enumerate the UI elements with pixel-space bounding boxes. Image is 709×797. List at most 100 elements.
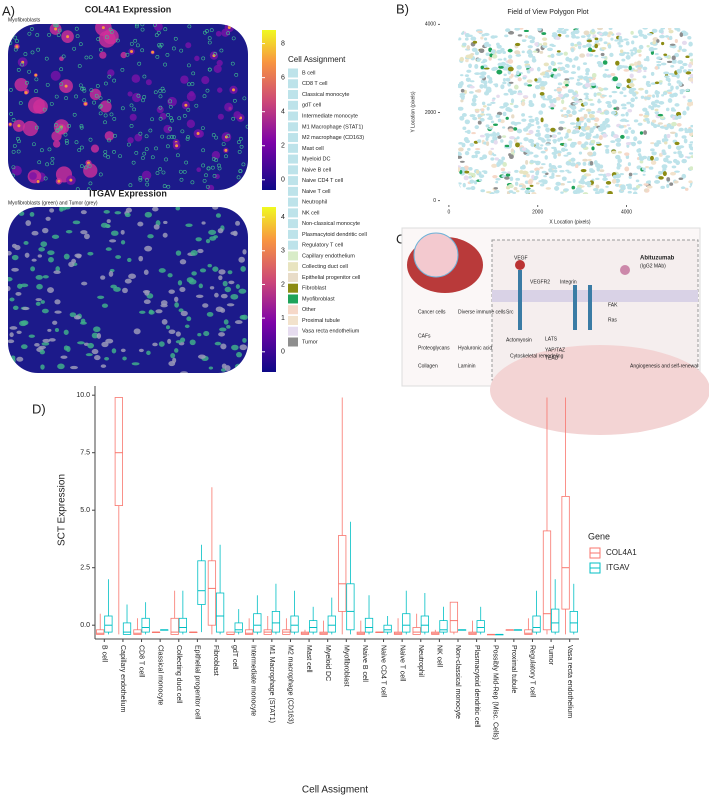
cell [69, 312, 77, 318]
legend-label: Fibroblast [302, 286, 327, 292]
polygon [635, 184, 640, 189]
diagram-label: TEAD [545, 355, 559, 361]
polygon [629, 73, 634, 78]
cell [205, 239, 211, 244]
cell [238, 256, 245, 263]
polygon [555, 174, 561, 177]
polygon [544, 133, 551, 139]
polygon [540, 144, 544, 147]
polygon [514, 169, 519, 173]
cell [83, 165, 88, 170]
cell [113, 133, 117, 138]
y-tick-label: 0 [433, 198, 436, 204]
y-axis-label: SCT Expression [57, 474, 68, 546]
polygon [535, 129, 540, 133]
polygon [656, 56, 662, 60]
cell [178, 169, 183, 174]
cell [202, 303, 209, 308]
polygon [539, 50, 544, 54]
cell [160, 134, 165, 139]
polygon [570, 157, 576, 162]
cell [109, 239, 117, 243]
blob [107, 69, 115, 77]
cell [108, 270, 114, 277]
blob [14, 78, 28, 92]
cell [120, 68, 125, 72]
polygon [591, 72, 597, 78]
cell [30, 50, 35, 55]
cell [74, 140, 79, 145]
cell [93, 326, 101, 333]
polygon [678, 129, 683, 132]
polygon [535, 142, 540, 147]
polygon [490, 35, 496, 39]
polygon [625, 141, 632, 146]
polygon [650, 101, 656, 106]
cell [219, 48, 224, 53]
polygon [522, 95, 529, 98]
cell [16, 149, 21, 154]
polygon [494, 157, 500, 161]
cell [226, 31, 231, 36]
cell [75, 34, 80, 39]
polygon [636, 60, 642, 66]
cell [167, 273, 173, 278]
polygon [598, 135, 603, 141]
cell [67, 124, 71, 128]
cell [35, 298, 42, 302]
polygon [570, 122, 576, 125]
cell [242, 337, 247, 343]
cell [167, 338, 172, 344]
polygon [566, 151, 572, 156]
cell [9, 332, 14, 338]
polygon [508, 183, 514, 189]
cell [50, 156, 55, 161]
legend-swatch [288, 240, 298, 250]
polygon [637, 140, 643, 145]
blob [201, 76, 210, 85]
polygon [527, 151, 534, 155]
polygon [591, 146, 595, 151]
cell [132, 107, 137, 112]
legend-label: Tumor [302, 339, 318, 345]
polygon [638, 53, 642, 57]
polygon [468, 166, 473, 171]
cell [236, 175, 241, 180]
cell [174, 302, 179, 308]
polygon [550, 107, 555, 110]
polygon [458, 155, 463, 159]
box [561, 495, 570, 610]
polygon [480, 65, 485, 70]
polygon [542, 42, 548, 46]
polygon [474, 154, 478, 158]
legend-label: Collecting duct cell [302, 264, 348, 270]
polygon [607, 44, 612, 49]
polygon [563, 154, 569, 157]
cell [11, 149, 16, 154]
legend-label: COL4A1 [606, 548, 637, 557]
polygon [472, 40, 478, 44]
polygon [689, 166, 693, 171]
polygon [540, 179, 545, 182]
cell [165, 144, 170, 149]
cell [54, 122, 58, 127]
polygon [502, 162, 507, 167]
cell [208, 229, 217, 235]
cell [163, 27, 168, 32]
polygon [566, 109, 571, 115]
polygon [505, 28, 511, 33]
polygon [509, 154, 514, 160]
polygon [631, 78, 637, 81]
blob [130, 49, 134, 53]
polygon [458, 167, 461, 172]
polygon [483, 37, 488, 41]
polygon [642, 66, 648, 71]
polygon [486, 103, 492, 106]
cell [115, 255, 122, 259]
x-tick-label: Collecting duct cell [175, 645, 182, 704]
cell [211, 133, 216, 137]
cell [148, 310, 155, 315]
polygon [613, 134, 619, 139]
polygon [507, 48, 513, 53]
cell [138, 176, 143, 180]
